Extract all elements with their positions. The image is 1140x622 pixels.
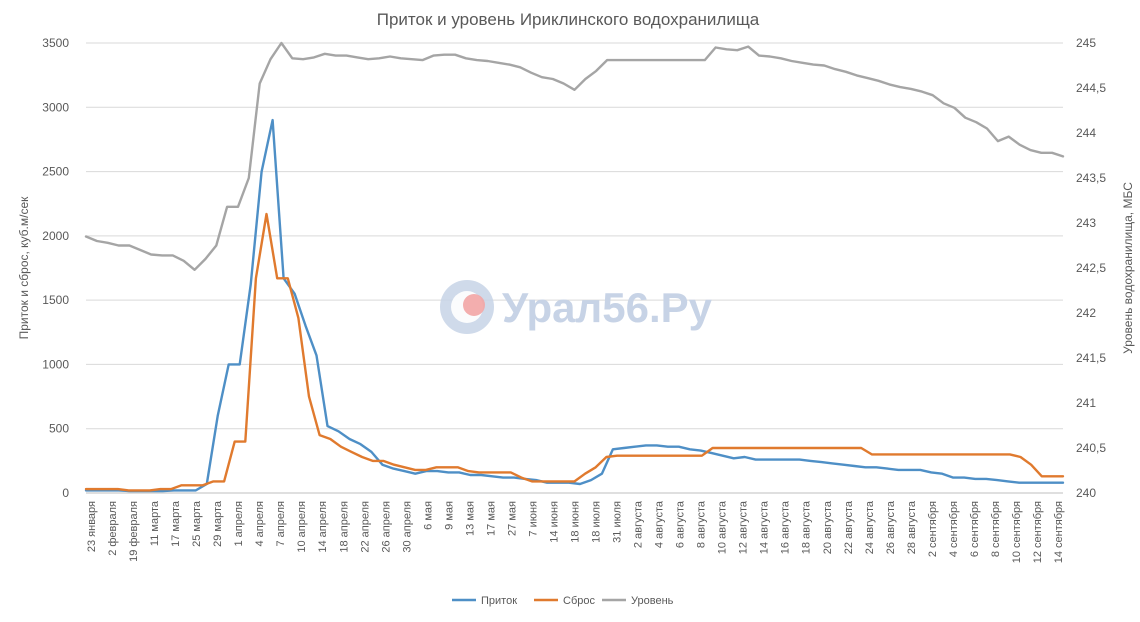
x-tick-label-22: 14 июня: [549, 501, 561, 543]
x-tick-label-40: 2 сентября: [927, 501, 939, 557]
x-tick-label-41: 4 сентября: [948, 501, 960, 557]
x-tick-label-12: 18 апреля: [338, 501, 350, 553]
x-tick-label-28: 6 августа: [675, 500, 687, 548]
x-tick-label-3: 11 марта: [149, 500, 161, 546]
x-tick-label-39: 28 августа: [906, 500, 918, 554]
x-tick-label-30: 10 августа: [717, 500, 729, 554]
watermark: Урал56.Ру: [440, 280, 713, 334]
series-line-0: [84, 118, 1065, 493]
x-tick-label-4: 17 марта: [170, 500, 182, 547]
y2-tick-label-9: 244,5: [1076, 81, 1106, 95]
watermark-text: Урал56.Ру: [502, 284, 713, 331]
x-tick-label-19: 17 мая: [485, 501, 497, 536]
x-tick-label-43: 8 сентября: [990, 501, 1002, 557]
x-tick-label-8: 4 апреля: [254, 501, 266, 547]
x-tick-label-1: 2 февраля: [107, 501, 119, 556]
x-tick-label-37: 24 августа: [864, 500, 876, 554]
x-tick-label-45: 12 сентября: [1032, 501, 1044, 563]
x-tick-label-25: 31 июля: [612, 501, 624, 543]
y-tick-label-5: 2500: [42, 165, 69, 179]
x-tick-label-44: 10 сентября: [1011, 501, 1023, 563]
x-tick-label-26: 2 августа: [633, 500, 645, 548]
y-axis-title: Приток и сброс, куб.м/сек: [17, 196, 31, 340]
y-tick-label-2: 1000: [42, 357, 69, 371]
gridlines: [86, 42, 1063, 494]
x-tick-label-31: 12 августа: [738, 500, 750, 554]
y2-tick-label-8: 244: [1076, 126, 1096, 140]
y-tick-label-7: 3500: [42, 36, 69, 50]
x-tick-label-46: 14 сентября: [1053, 501, 1065, 563]
x-tick-label-34: 18 августа: [801, 500, 813, 554]
y-tick-label-3: 1500: [42, 293, 69, 307]
y2-tick-label-0: 240: [1076, 486, 1096, 500]
y-tick-label-6: 3000: [42, 100, 69, 114]
y2-tick-label-2: 241: [1076, 396, 1096, 410]
x-tick-label-17: 9 мая: [443, 501, 455, 530]
x-tick-label-35: 20 августа: [822, 500, 834, 554]
x-tick-label-23: 18 июня: [570, 501, 582, 543]
x-tick-label-7: 1 апреля: [233, 501, 245, 547]
y2-tick-label-6: 243: [1076, 216, 1096, 230]
series-line-2: [84, 41, 1065, 271]
series-line-1: [84, 212, 1065, 492]
y-tick-label-1: 500: [49, 422, 69, 436]
y2-tick-label-3: 241,5: [1076, 351, 1106, 365]
x-tick-label-15: 30 апреля: [401, 501, 413, 553]
x-tick-label-18: 13 мая: [464, 501, 476, 536]
y2-tick-label-5: 242,5: [1076, 261, 1106, 275]
legend-label-1: Сброс: [563, 595, 595, 607]
x-tick-label-36: 22 августа: [843, 500, 855, 554]
x-tick-label-6: 29 марта: [212, 500, 224, 547]
series-lines: [84, 41, 1065, 493]
x-tick-label-9: 7 апреля: [275, 501, 287, 547]
x-tick-label-10: 10 апреля: [296, 501, 308, 553]
x-tick-label-14: 26 апреля: [380, 501, 392, 553]
x-tick-label-42: 6 сентября: [969, 501, 981, 557]
legend-label-2: Уровень: [631, 595, 674, 607]
x-tick-label-24: 18 июля: [591, 501, 603, 543]
x-tick-label-38: 26 августа: [885, 500, 897, 554]
x-tick-label-20: 27 мая: [506, 501, 518, 536]
y-tick-label-0: 0: [62, 486, 69, 500]
x-tick-label-0: 23 января: [86, 501, 98, 552]
y2-tick-label-1: 240,5: [1076, 441, 1106, 455]
watermark-logo-accent: [463, 294, 485, 316]
x-tick-label-21: 7 июня: [528, 501, 540, 537]
x-tick-label-32: 14 августа: [759, 500, 771, 554]
y-tick-label-4: 2000: [42, 229, 69, 243]
x-tick-label-27: 4 августа: [654, 500, 666, 548]
axes: 0 500 1000 1500 2000 2500 3000 3500 240 240,5 241 2…: [42, 36, 1106, 563]
x-tick-label-5: 25 марта: [191, 500, 203, 547]
x-tick-label-29: 8 августа: [696, 500, 708, 548]
x-tick-label-2: 19 февраля: [128, 501, 140, 562]
legend-label-0: Приток: [481, 595, 517, 607]
y2-tick-label-10: 245: [1076, 36, 1096, 50]
y2-axis-title: Уровень водохранилища, МБС: [1121, 182, 1135, 354]
x-tick-label-16: 6 мая: [422, 501, 434, 530]
y2-tick-label-7: 243,5: [1076, 171, 1106, 185]
x-tick-label-13: 22 апреля: [359, 501, 371, 553]
y2-tick-label-4: 242: [1076, 306, 1096, 320]
chart-title: Приток и уровень Ириклинского водохранил…: [377, 10, 760, 29]
legend: Приток Сброс Уровень: [452, 595, 674, 607]
x-tick-label-33: 16 августа: [780, 500, 792, 554]
x-tick-label-11: 14 апреля: [317, 501, 329, 553]
